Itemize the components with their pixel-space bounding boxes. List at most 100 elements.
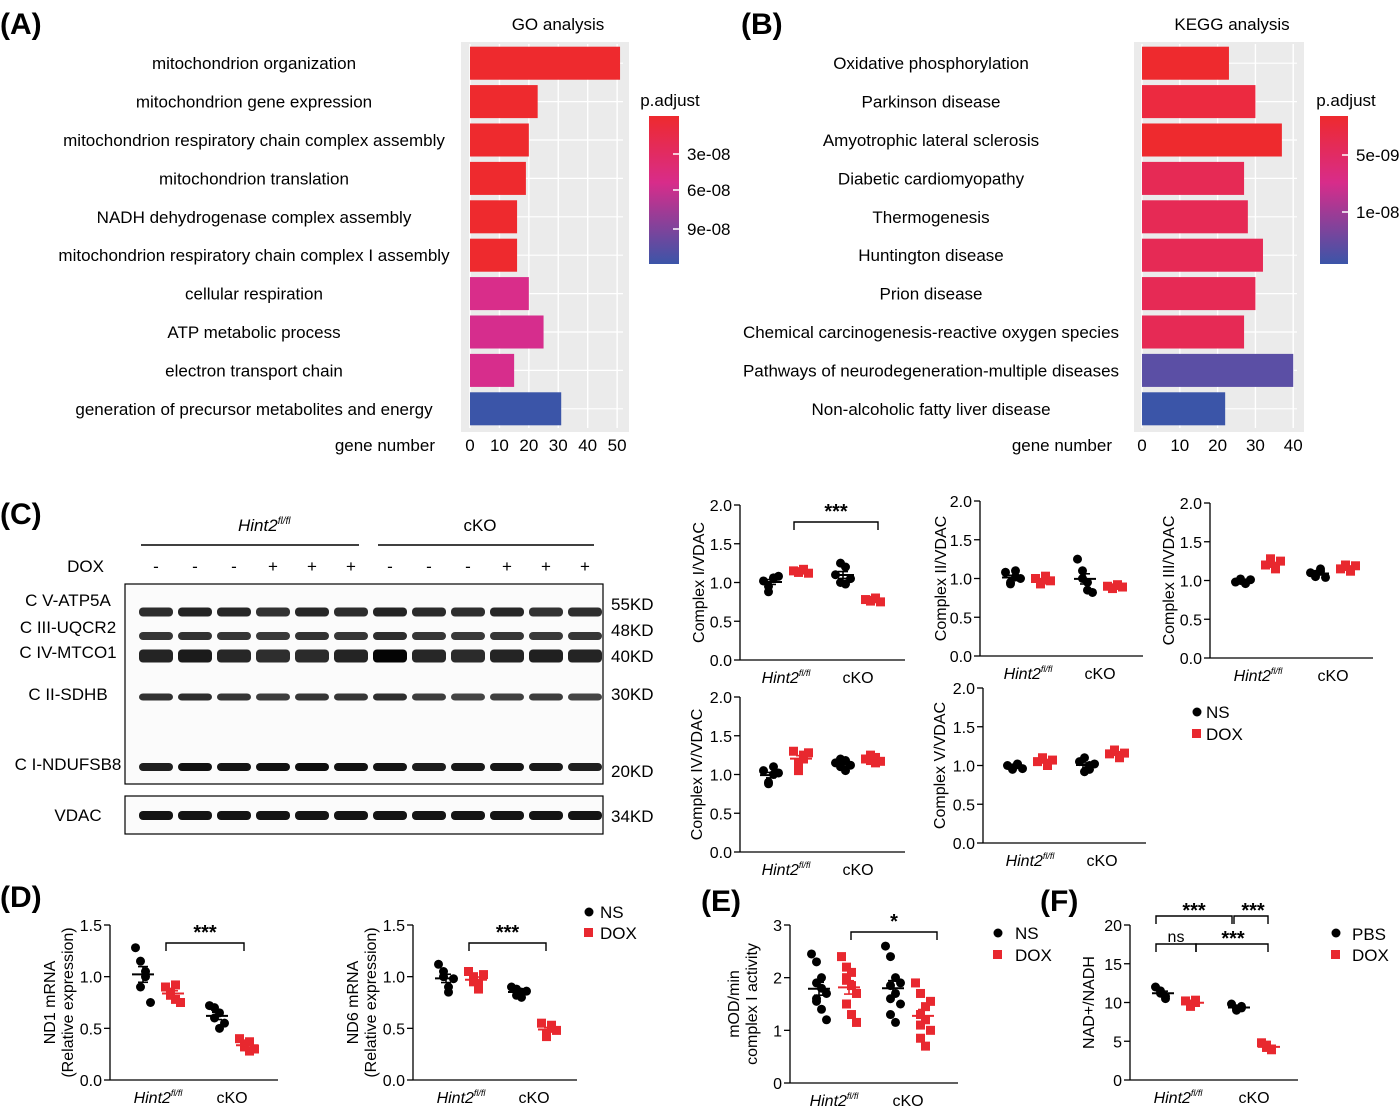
blot-band bbox=[217, 763, 251, 771]
data-point bbox=[1257, 1038, 1266, 1048]
data-point bbox=[1011, 566, 1020, 576]
data-point bbox=[1266, 554, 1275, 564]
kegg-bars bbox=[1142, 46, 1294, 426]
y-tick-label: 3 bbox=[773, 918, 782, 935]
go-x-ticks: 0 10 20 30 40 50 bbox=[465, 436, 626, 455]
panel-a-go-analysis: (A) GO analysis mitochondrion organizati… bbox=[0, 8, 730, 455]
colorbar-label: 3e-08 bbox=[687, 145, 730, 164]
legend-f-pbs-marker bbox=[1331, 928, 1341, 938]
data-point bbox=[1016, 574, 1025, 583]
category-label: Huntington disease bbox=[858, 246, 1004, 265]
band-name-label: C II-SDHB bbox=[28, 685, 107, 704]
data-point bbox=[847, 967, 856, 977]
y-tick-label: 1.0 bbox=[80, 970, 102, 987]
data-point bbox=[1001, 567, 1010, 577]
band-name-label: C I-NDUFSB8 bbox=[15, 755, 122, 774]
blot-band bbox=[412, 607, 446, 617]
data-point bbox=[916, 988, 925, 998]
blot-band bbox=[217, 693, 251, 701]
data-point bbox=[146, 998, 155, 1007]
blot-band bbox=[412, 693, 446, 701]
blot-lane-signs: - - - + + + - - - + + + bbox=[153, 557, 590, 576]
panel-letter-a: (A) bbox=[0, 8, 42, 41]
data-point bbox=[1321, 572, 1330, 582]
data-point bbox=[876, 756, 885, 766]
lane-sign: + bbox=[580, 557, 590, 576]
blot-band bbox=[334, 693, 368, 701]
group-name: Hint2 bbox=[1004, 666, 1041, 683]
data-point bbox=[807, 949, 816, 959]
data-point bbox=[886, 1010, 895, 1020]
blot-band-labels: C V-ATP5A 55KD C III-UQCR2 48KD C IV-MTCO1 40… bbox=[15, 591, 654, 826]
blot-band bbox=[490, 632, 524, 640]
panel-letter-e: (E) bbox=[701, 885, 741, 918]
data-point bbox=[1080, 753, 1089, 763]
bar bbox=[470, 85, 538, 119]
blot-band bbox=[490, 763, 524, 771]
band-name-label: C IV-MTCO1 bbox=[19, 643, 116, 662]
significance-bracket bbox=[1195, 943, 1269, 952]
bar bbox=[470, 277, 529, 311]
category-label: Prion disease bbox=[879, 285, 982, 304]
y-tick-label: 1.5 bbox=[710, 537, 732, 554]
panel-f-plot: 0 5 10 15 20 NAD+/NADH Hint2fl/fl cKO *** *** ns **… bbox=[1081, 900, 1298, 1107]
blot-band bbox=[295, 693, 329, 701]
blot-band bbox=[178, 607, 212, 617]
legend-ns-marker bbox=[1192, 707, 1202, 717]
blot-band bbox=[139, 693, 173, 701]
x-group-label-hint2: Hint2fl/fl bbox=[437, 1088, 487, 1107]
data-point bbox=[1031, 574, 1040, 583]
x-group-label-hint2: Hint2fl/fl bbox=[134, 1088, 184, 1107]
blot-band bbox=[373, 632, 407, 640]
x-tick-label: 50 bbox=[608, 436, 627, 455]
go-legend-title: p.adjust bbox=[640, 91, 700, 110]
category-label: ATP metabolic process bbox=[167, 323, 340, 342]
data-point bbox=[250, 1044, 259, 1054]
data-point bbox=[846, 574, 855, 584]
category-label: Chemical carcinogenesis-reactive oxygen … bbox=[743, 323, 1119, 342]
lane-sign: - bbox=[231, 557, 237, 576]
x-group-label-cko: cKO bbox=[1086, 853, 1117, 870]
group-superscript: fl/fl bbox=[1271, 666, 1284, 676]
x-group-label-cko: cKO bbox=[1317, 668, 1348, 685]
category-label: Pathways of neurodegeneration-multiple d… bbox=[743, 361, 1119, 380]
group-superscript: fl/fl bbox=[1041, 664, 1054, 674]
vdac-band bbox=[568, 811, 602, 820]
data-point bbox=[434, 959, 443, 969]
vdac-size-label: 34KD bbox=[611, 807, 654, 826]
data-point bbox=[852, 988, 861, 998]
category-label: Amyotrophic lateral sclerosis bbox=[823, 131, 1039, 150]
legend-ns-label: NS bbox=[1206, 703, 1230, 722]
panel-e-plot: 0 1 2 3 mOD/min complex I activity Hint2fl/fl c… bbox=[726, 911, 958, 1110]
legend-f-pbs-label: PBS bbox=[1352, 925, 1386, 944]
blot-band bbox=[334, 763, 368, 771]
significance-bracket bbox=[1233, 915, 1269, 924]
band-name-label: C III-UQCR2 bbox=[20, 618, 116, 637]
y-tick-label: 5 bbox=[1113, 1034, 1122, 1051]
blot-band bbox=[334, 649, 368, 663]
data-point bbox=[911, 978, 920, 988]
data-point bbox=[804, 748, 813, 758]
blot-band bbox=[412, 649, 446, 663]
data-point bbox=[1346, 565, 1355, 575]
colorbar-label: 9e-08 bbox=[687, 220, 730, 239]
blot-band bbox=[451, 763, 485, 771]
x-group-label-hint2: Hint2fl/fl bbox=[1154, 1088, 1204, 1107]
y-axis-label: Complex V/VDAC bbox=[932, 702, 949, 829]
blot-band bbox=[568, 763, 602, 771]
y-tick-label: 1.0 bbox=[710, 576, 732, 593]
significance-label: *** bbox=[824, 501, 848, 523]
vdac-name-label: VDAC bbox=[54, 806, 101, 825]
blot-dox-label: DOX bbox=[67, 557, 104, 576]
y-axis-label: Complex III/VDAC bbox=[1161, 516, 1178, 646]
kegg-category-labels: Oxidative phosphorylation Parkinson disea… bbox=[743, 54, 1119, 419]
blot-band bbox=[412, 763, 446, 771]
blot-band bbox=[568, 607, 602, 617]
y-tick-label: 0.0 bbox=[950, 649, 972, 666]
blot-band bbox=[256, 649, 290, 663]
blot-band bbox=[256, 693, 290, 701]
vdac-band bbox=[529, 811, 563, 820]
blot-band bbox=[295, 649, 329, 663]
data-point bbox=[1073, 554, 1082, 564]
